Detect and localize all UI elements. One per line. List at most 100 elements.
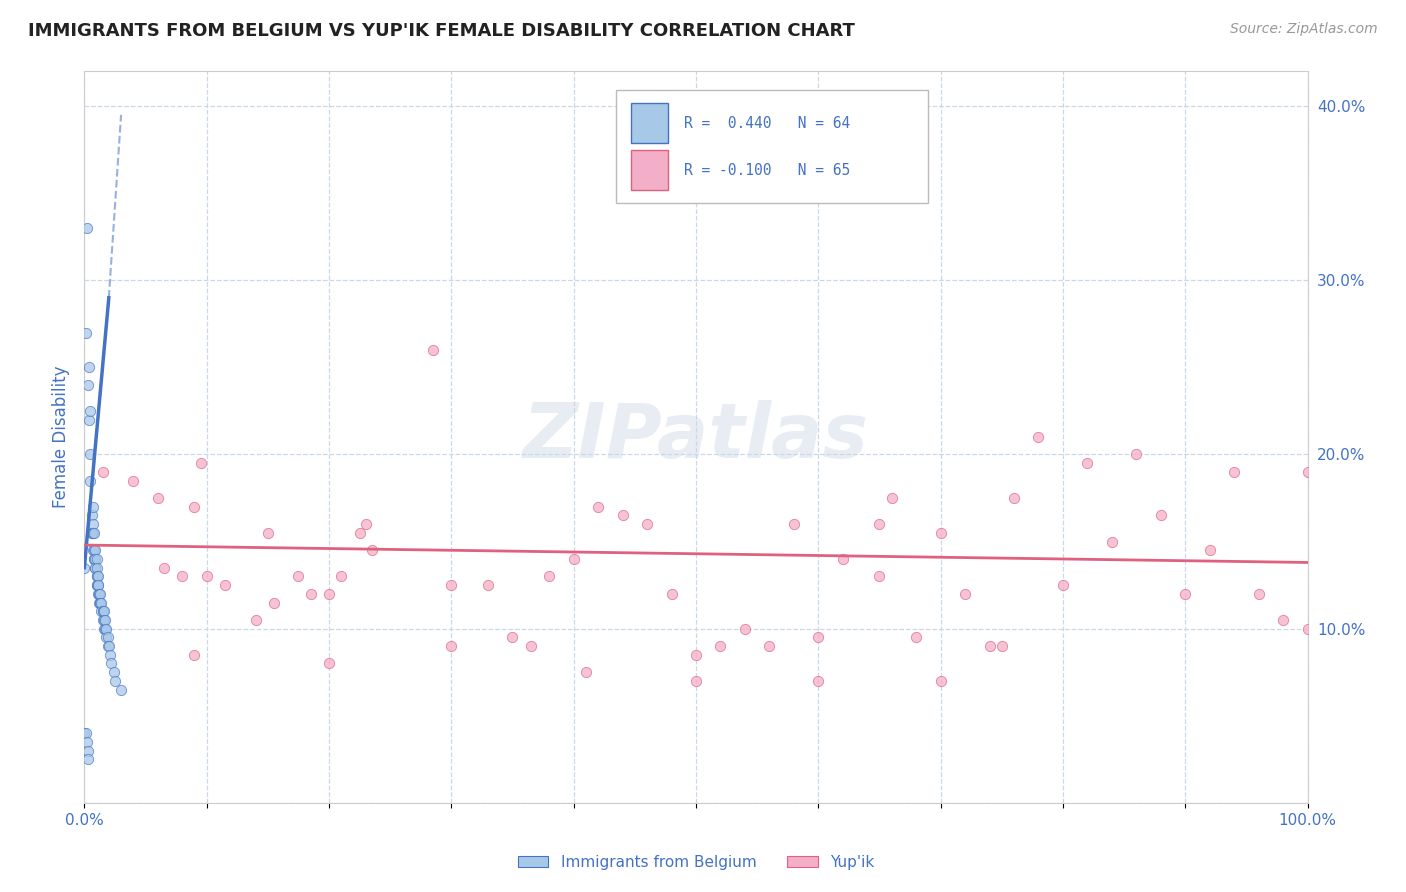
Point	[80, 508, 103, 523]
Point	[807, 631, 830, 645]
Point	[83, 552, 105, 566]
Point	[87, 595, 110, 609]
Point	[869, 517, 891, 532]
Point	[1101, 534, 1123, 549]
Point	[299, 587, 322, 601]
Point	[685, 648, 707, 662]
Point	[91, 604, 114, 618]
Point	[87, 578, 110, 592]
Point	[80, 525, 103, 540]
Point	[82, 543, 104, 558]
Point	[93, 604, 115, 618]
Point	[93, 613, 115, 627]
FancyBboxPatch shape	[631, 103, 668, 143]
Point	[440, 578, 463, 592]
Point	[1150, 508, 1173, 523]
Point	[76, 735, 98, 749]
Point	[79, 404, 101, 418]
Point	[586, 500, 609, 514]
Point	[1296, 465, 1319, 479]
Point	[575, 665, 598, 680]
Point	[360, 543, 382, 558]
Point	[103, 665, 125, 680]
Point	[354, 517, 377, 532]
Point	[97, 639, 120, 653]
Point	[86, 569, 108, 583]
Point	[190, 456, 212, 470]
Point	[636, 517, 658, 532]
Point	[146, 491, 169, 505]
Point	[905, 631, 928, 645]
Point	[100, 657, 122, 671]
Point	[75, 726, 97, 740]
Point	[110, 682, 132, 697]
Point	[1125, 448, 1147, 462]
FancyBboxPatch shape	[631, 150, 668, 190]
Point	[1247, 587, 1270, 601]
Point	[96, 622, 118, 636]
Point	[929, 525, 952, 540]
Point	[195, 569, 218, 583]
Point	[82, 500, 104, 514]
Point	[183, 500, 205, 514]
Point	[75, 326, 97, 340]
Point	[214, 578, 236, 592]
Point	[104, 673, 127, 688]
Point	[90, 604, 112, 618]
Point	[538, 569, 561, 583]
Point	[86, 552, 108, 566]
Point	[263, 595, 285, 609]
Point	[91, 604, 114, 618]
Point	[953, 587, 976, 601]
Point	[1174, 587, 1197, 601]
Point	[83, 552, 105, 566]
Text: R = -0.100   N = 65: R = -0.100 N = 65	[683, 162, 851, 178]
Point	[612, 508, 634, 523]
Legend: Immigrants from Belgium, Yup'ik: Immigrants from Belgium, Yup'ik	[512, 848, 880, 876]
Point	[661, 587, 683, 601]
Text: ZIPatlas: ZIPatlas	[523, 401, 869, 474]
Point	[979, 639, 1001, 653]
Point	[734, 622, 756, 636]
Point	[82, 525, 104, 540]
Text: IMMIGRANTS FROM BELGIUM VS YUP'IK FEMALE DISABILITY CORRELATION CHART: IMMIGRANTS FROM BELGIUM VS YUP'IK FEMALE…	[28, 22, 855, 40]
Point	[83, 525, 105, 540]
Point	[91, 613, 114, 627]
Point	[84, 543, 107, 558]
Point	[1076, 456, 1098, 470]
Point	[77, 412, 100, 426]
Point	[758, 639, 780, 653]
Point	[502, 631, 524, 645]
Point	[96, 631, 118, 645]
Point	[73, 726, 96, 740]
Point	[245, 613, 267, 627]
Point	[77, 360, 100, 375]
Point	[97, 639, 120, 653]
Point	[477, 578, 499, 592]
Point	[685, 673, 707, 688]
Point	[783, 517, 806, 532]
Point	[86, 578, 108, 592]
Point	[562, 552, 585, 566]
Point	[76, 221, 98, 235]
Point	[94, 613, 117, 627]
Text: Source: ZipAtlas.com: Source: ZipAtlas.com	[1230, 22, 1378, 37]
Point	[318, 587, 340, 601]
Point	[77, 743, 100, 757]
Point	[929, 673, 952, 688]
Point	[807, 673, 830, 688]
Point	[1198, 543, 1220, 558]
Point	[89, 595, 111, 609]
Point	[440, 639, 463, 653]
Point	[90, 595, 112, 609]
Point	[86, 569, 108, 583]
Point	[1028, 430, 1050, 444]
Point	[83, 543, 105, 558]
Point	[87, 578, 110, 592]
Point	[869, 569, 891, 583]
Text: R =  0.440   N = 64: R = 0.440 N = 64	[683, 116, 851, 131]
Point	[84, 560, 107, 574]
Point	[87, 587, 110, 601]
Point	[89, 595, 111, 609]
Point	[73, 560, 96, 574]
